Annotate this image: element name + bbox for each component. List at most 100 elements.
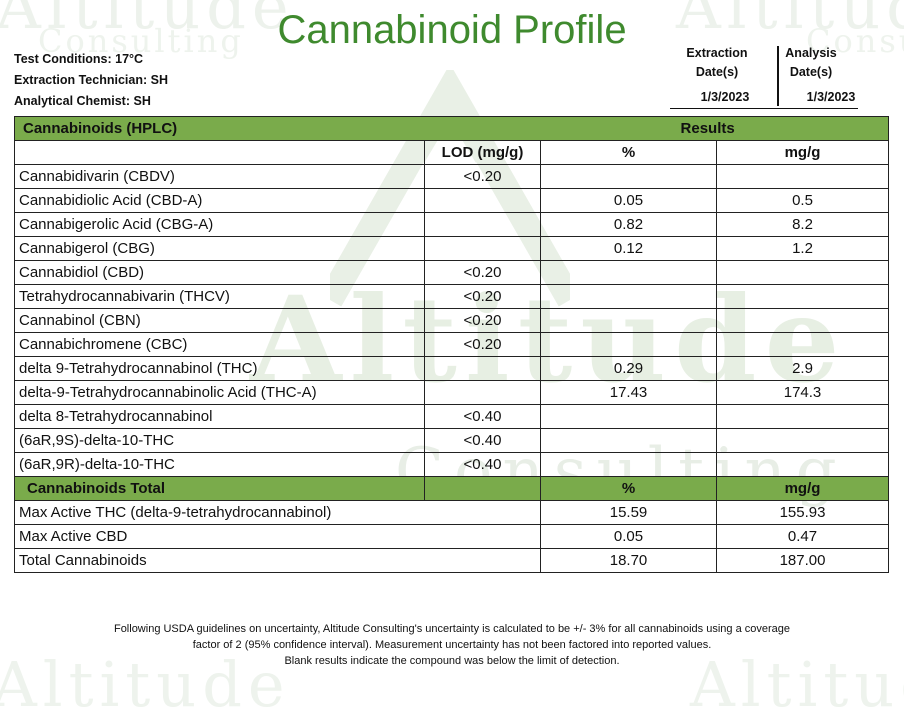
compound-name: Cannabidivarin (CBDV)	[14, 164, 425, 189]
mgg-value	[716, 164, 890, 189]
total-mgg-value: 0.47	[716, 524, 890, 549]
section-header-row: Cannabinoids (HPLC) Results	[13, 116, 890, 141]
watermark-brand: Altitude	[676, 0, 904, 43]
analysis-date-header: Analysis Date(s)	[764, 44, 858, 82]
compound-name: Cannabigerol (CBG)	[14, 236, 425, 261]
extraction-label-2: Date(s)	[695, 65, 739, 79]
total-percent-value: 15.59	[540, 500, 718, 525]
percent-value	[540, 260, 718, 285]
lod-value: <0.20	[423, 164, 542, 189]
lod-value	[423, 212, 542, 237]
table-row: Tetrahydrocannabivarin (THCV) <0.20	[14, 284, 890, 309]
percent-value	[540, 404, 718, 429]
percent-value: 0.05	[540, 188, 718, 213]
table-row: (6aR,9R)-delta-10-THC <0.40	[14, 452, 890, 477]
total-percent-value: 18.70	[540, 548, 718, 573]
mgg-value: 2.9	[716, 356, 890, 381]
totals-row: Max Active THC (delta-9-tetrahydrocannab…	[13, 500, 890, 525]
mgg-value	[716, 332, 890, 357]
page-title: Cannabinoid Profile	[277, 8, 627, 52]
totals-mgg-label: mg/g	[716, 476, 890, 501]
dates-divider	[777, 46, 779, 106]
percent-value	[540, 308, 718, 333]
test-conditions: Test Conditions: 17°C	[14, 52, 144, 66]
lod-value: <0.20	[423, 308, 542, 333]
lod-value	[423, 380, 542, 405]
percent-value	[540, 332, 718, 357]
footnote: Following USDA guidelines on uncertainty…	[20, 621, 884, 669]
section-label: Cannabinoids (HPLC)	[13, 116, 541, 141]
compound-name: Tetrahydrocannabivarin (THCV)	[14, 284, 425, 309]
percent-value: 0.29	[540, 356, 718, 381]
table-row: Cannabichromene (CBC) <0.20	[14, 332, 890, 357]
extraction-label: Extraction	[686, 46, 748, 60]
compound-name: Cannabidiolic Acid (CBD-A)	[14, 188, 425, 213]
table-row: (6aR,9S)-delta-10-THC <0.40	[14, 428, 890, 453]
totals-percent-label: %	[540, 476, 718, 501]
test-metadata: Test Conditions: 17°C Extraction Technic…	[14, 49, 168, 112]
column-header-lod: LOD (mg/g)	[423, 140, 542, 165]
percent-value: 0.12	[540, 236, 718, 261]
analysis-date-value: 1/3/2023	[806, 90, 856, 104]
percent-value: 17.43	[540, 380, 718, 405]
compound-name: delta-9-Tetrahydrocannabinolic Acid (THC…	[14, 380, 425, 405]
column-header-mgg: mg/g	[716, 140, 890, 165]
table-row: Cannabidiol (CBD) <0.20	[14, 260, 890, 285]
results-table: Cannabinoids (HPLC) Results LOD (mg/g) %…	[13, 116, 890, 573]
watermark-sub: Consulting	[806, 22, 904, 60]
mgg-value	[716, 260, 890, 285]
mgg-value	[716, 428, 890, 453]
compound-name: (6aR,9S)-delta-10-THC	[14, 428, 425, 453]
totals-row: Max Active CBD 0.05 0.47	[13, 524, 890, 549]
percent-value	[540, 164, 718, 189]
table-row: Cannabigerolic Acid (CBG-A) 0.82 8.2	[14, 212, 890, 237]
footnote-line: Blank results indicate the compound was …	[284, 655, 620, 667]
total-percent-value: 0.05	[540, 524, 718, 549]
results-label: Results	[540, 116, 890, 141]
mgg-value	[716, 404, 890, 429]
table-row: Cannabigerol (CBG) 0.12 1.2	[14, 236, 890, 261]
column-header-name	[14, 140, 425, 165]
totals-row: Total Cannabinoids 18.70 187.00	[13, 548, 890, 573]
lod-value: <0.40	[423, 404, 542, 429]
analysis-label-2: Date(s)	[789, 65, 833, 79]
compound-name: delta 8-Tetrahydrocannabinol	[14, 404, 425, 429]
percent-value	[540, 428, 718, 453]
total-mgg-value: 187.00	[716, 548, 890, 573]
compound-name: (6aR,9R)-delta-10-THC	[14, 452, 425, 477]
lod-value	[423, 236, 542, 261]
lod-value: <0.20	[423, 332, 542, 357]
extraction-date-header: Extraction Date(s)	[670, 44, 764, 82]
percent-value	[540, 452, 718, 477]
compound-name: Cannabigerolic Acid (CBG-A)	[14, 212, 425, 237]
lod-value	[423, 188, 542, 213]
mgg-value	[716, 452, 890, 477]
compound-name: delta 9-Tetrahydrocannabinol (THC)	[14, 356, 425, 381]
table-row: delta 9-Tetrahydrocannabinol (THC) 0.29 2.…	[14, 356, 890, 381]
dates-underline	[670, 108, 858, 109]
compound-name: Cannabidiol (CBD)	[14, 260, 425, 285]
total-name: Max Active CBD	[13, 524, 542, 549]
total-name: Max Active THC (delta-9-tetrahydrocannab…	[13, 500, 542, 525]
mgg-value	[716, 284, 890, 309]
footnote-line: factor of 2 (95% confidence interval). M…	[192, 639, 712, 651]
mgg-value: 0.5	[716, 188, 890, 213]
footnote-line: Following USDA guidelines on uncertainty…	[113, 623, 791, 635]
watermark-sub: Consulting	[38, 22, 244, 60]
analysis-label: Analysis	[785, 46, 837, 60]
totals-label: Cannabinoids Total	[14, 476, 425, 501]
mgg-value	[716, 308, 890, 333]
totals-header-row: Cannabinoids Total % mg/g	[14, 476, 890, 501]
percent-value: 0.82	[540, 212, 718, 237]
lod-value: <0.40	[423, 452, 542, 477]
lod-value: <0.40	[423, 428, 542, 453]
total-name: Total Cannabinoids	[13, 548, 542, 573]
totals-rows: Max Active THC (delta-9-tetrahydrocannab…	[13, 500, 890, 573]
compound-name: Cannabinol (CBN)	[14, 308, 425, 333]
percent-value	[540, 284, 718, 309]
mgg-value: 174.3	[716, 380, 890, 405]
mgg-value: 8.2	[716, 212, 890, 237]
total-mgg-value: 155.93	[716, 500, 890, 525]
compound-name: Cannabichromene (CBC)	[14, 332, 425, 357]
results-rows: Cannabidivarin (CBDV) <0.20 Cannabidiolic …	[14, 164, 890, 477]
